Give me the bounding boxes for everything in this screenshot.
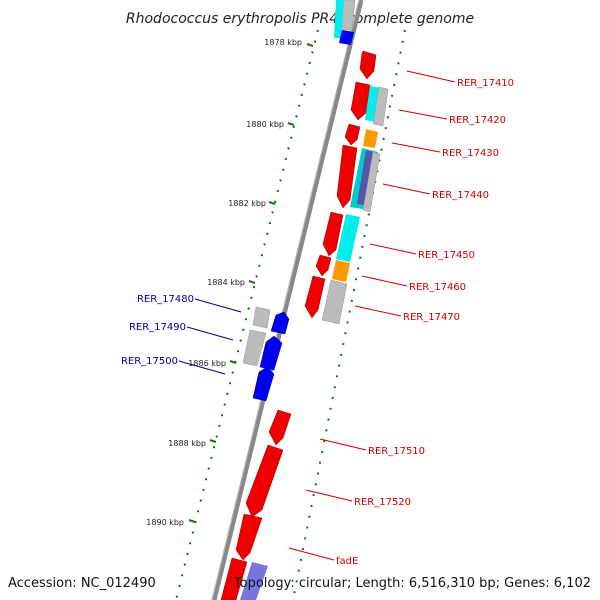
cds-RER_17500 xyxy=(252,366,275,402)
cds-RER_17470-a xyxy=(304,275,326,319)
cds-top-blue xyxy=(339,30,354,45)
accession-label: Accession: NC_012490 xyxy=(8,576,156,591)
scale-ticks: 1878 kbp 1880 kbp 1882 kbp 1884 kbp 1886… xyxy=(146,38,314,527)
gene-label-text: RER_17410 xyxy=(457,78,514,89)
reverse-strand-features xyxy=(242,306,290,402)
gene-label-text: RER_17490 xyxy=(129,322,186,333)
gene-label-RER_17500: RER_17500 xyxy=(121,356,226,375)
cds-RER_17480 xyxy=(270,311,290,335)
cds-RER_17450-a xyxy=(322,211,344,257)
forward-strand-features xyxy=(220,50,389,600)
gene-label-RER_17450: RER_17450 xyxy=(369,243,475,261)
gene-label-text: fadE xyxy=(336,556,358,567)
gene-label-RER_17470: RER_17470 xyxy=(354,305,460,323)
scale-tick: 1890 kbp xyxy=(146,518,196,527)
cds-RER_17460-a xyxy=(315,254,332,277)
gene-label-RER_17440: RER_17440 xyxy=(382,183,489,201)
topology-label: Topology: circular; Length: 6,516,310 bp… xyxy=(233,576,591,591)
gene-label-text: RER_17500 xyxy=(121,356,178,367)
scale-tick-label: 1886 kbp xyxy=(188,359,226,368)
gene-label-RER_17460: RER_17460 xyxy=(361,275,466,293)
gene-label-RER_17490: RER_17490 xyxy=(129,322,234,341)
gene-label-text: RER_17470 xyxy=(403,312,460,323)
cds-RER_17410 xyxy=(359,50,377,80)
gene-label-RER_17520: RER_17520 xyxy=(305,489,411,508)
gene-label-RER_17480: RER_17480 xyxy=(137,294,242,313)
forward-gene-labels: RER_17410 RER_17420 RER_17430 RER_17440 … xyxy=(288,70,514,567)
gene-label-text: RER_17460 xyxy=(409,282,466,293)
genome-backbone xyxy=(211,0,364,600)
scale-tick-label: 1882 kbp xyxy=(228,199,266,208)
scale-tick: 1880 kbp xyxy=(246,120,295,129)
gene-label-text: RER_17420 xyxy=(449,115,506,126)
genome-backbone-highlight xyxy=(211,0,360,600)
scale-tick: 1888 kbp xyxy=(168,439,217,448)
cds-RER_17440-a xyxy=(336,144,358,209)
gene-label-text: RER_17480 xyxy=(137,294,194,305)
scale-tick: 1878 kbp xyxy=(264,38,314,47)
scale-tick-label: 1884 kbp xyxy=(207,278,245,287)
scale-tick-label: 1880 kbp xyxy=(246,120,284,129)
gene-label-RER_17510: RER_17510 xyxy=(319,438,425,457)
cds-RER_17440-c xyxy=(357,150,373,205)
cds-RER_17460-b xyxy=(332,260,350,282)
gene-label-RER_17420: RER_17420 xyxy=(398,109,506,126)
cds-RER_17420-c xyxy=(372,86,389,127)
cds-RER_17470-b xyxy=(321,279,348,325)
cds-RER_17450-b xyxy=(336,214,360,262)
map-title: Rhodococcus erythropolis PR4, complete g… xyxy=(126,11,474,27)
cds-RER_17490-grey xyxy=(242,329,267,367)
cds-top-cyan xyxy=(334,0,344,38)
cds-RER_17430-b xyxy=(363,129,378,148)
outer-dotted-ring xyxy=(292,29,406,600)
scale-tick: 1882 kbp xyxy=(228,199,276,208)
scale-tick: 1886 kbp xyxy=(188,359,237,368)
cds-RER_17510 xyxy=(268,409,292,446)
cds-bottom-red xyxy=(220,557,248,600)
gene-label-text: RER_17510 xyxy=(368,446,425,457)
gene-label-RER_17430: RER_17430 xyxy=(391,142,499,159)
reverse-gene-labels: RER_17480 RER_17490 RER_17500 xyxy=(121,294,242,375)
scale-tick: 1884 kbp xyxy=(207,278,256,287)
scale-tick-label: 1888 kbp xyxy=(168,439,206,448)
cds-fadE xyxy=(235,513,263,561)
cds-RER_17420-a xyxy=(350,81,371,121)
cds-RER_17480-grey xyxy=(252,306,271,329)
cds-RER_17520 xyxy=(245,444,284,518)
gene-label-text: RER_17520 xyxy=(354,497,411,508)
scale-tick-label: 1890 kbp xyxy=(146,518,184,527)
gene-label-text: RER_17430 xyxy=(442,148,499,159)
cds-RER_17440-d xyxy=(362,151,381,213)
gene-label-text: RER_17450 xyxy=(418,250,475,261)
cds-bottom-purple xyxy=(240,562,268,600)
cds-RER_17490 xyxy=(259,335,283,371)
cds-RER_17430-a xyxy=(344,123,361,146)
top-partial-features xyxy=(334,0,356,45)
scale-tick-label: 1878 kbp xyxy=(264,38,302,47)
gene-label-text: RER_17440 xyxy=(432,190,489,201)
gene-label-fadE: fadE xyxy=(288,547,358,567)
gene-label-RER_17410: RER_17410 xyxy=(406,70,514,89)
